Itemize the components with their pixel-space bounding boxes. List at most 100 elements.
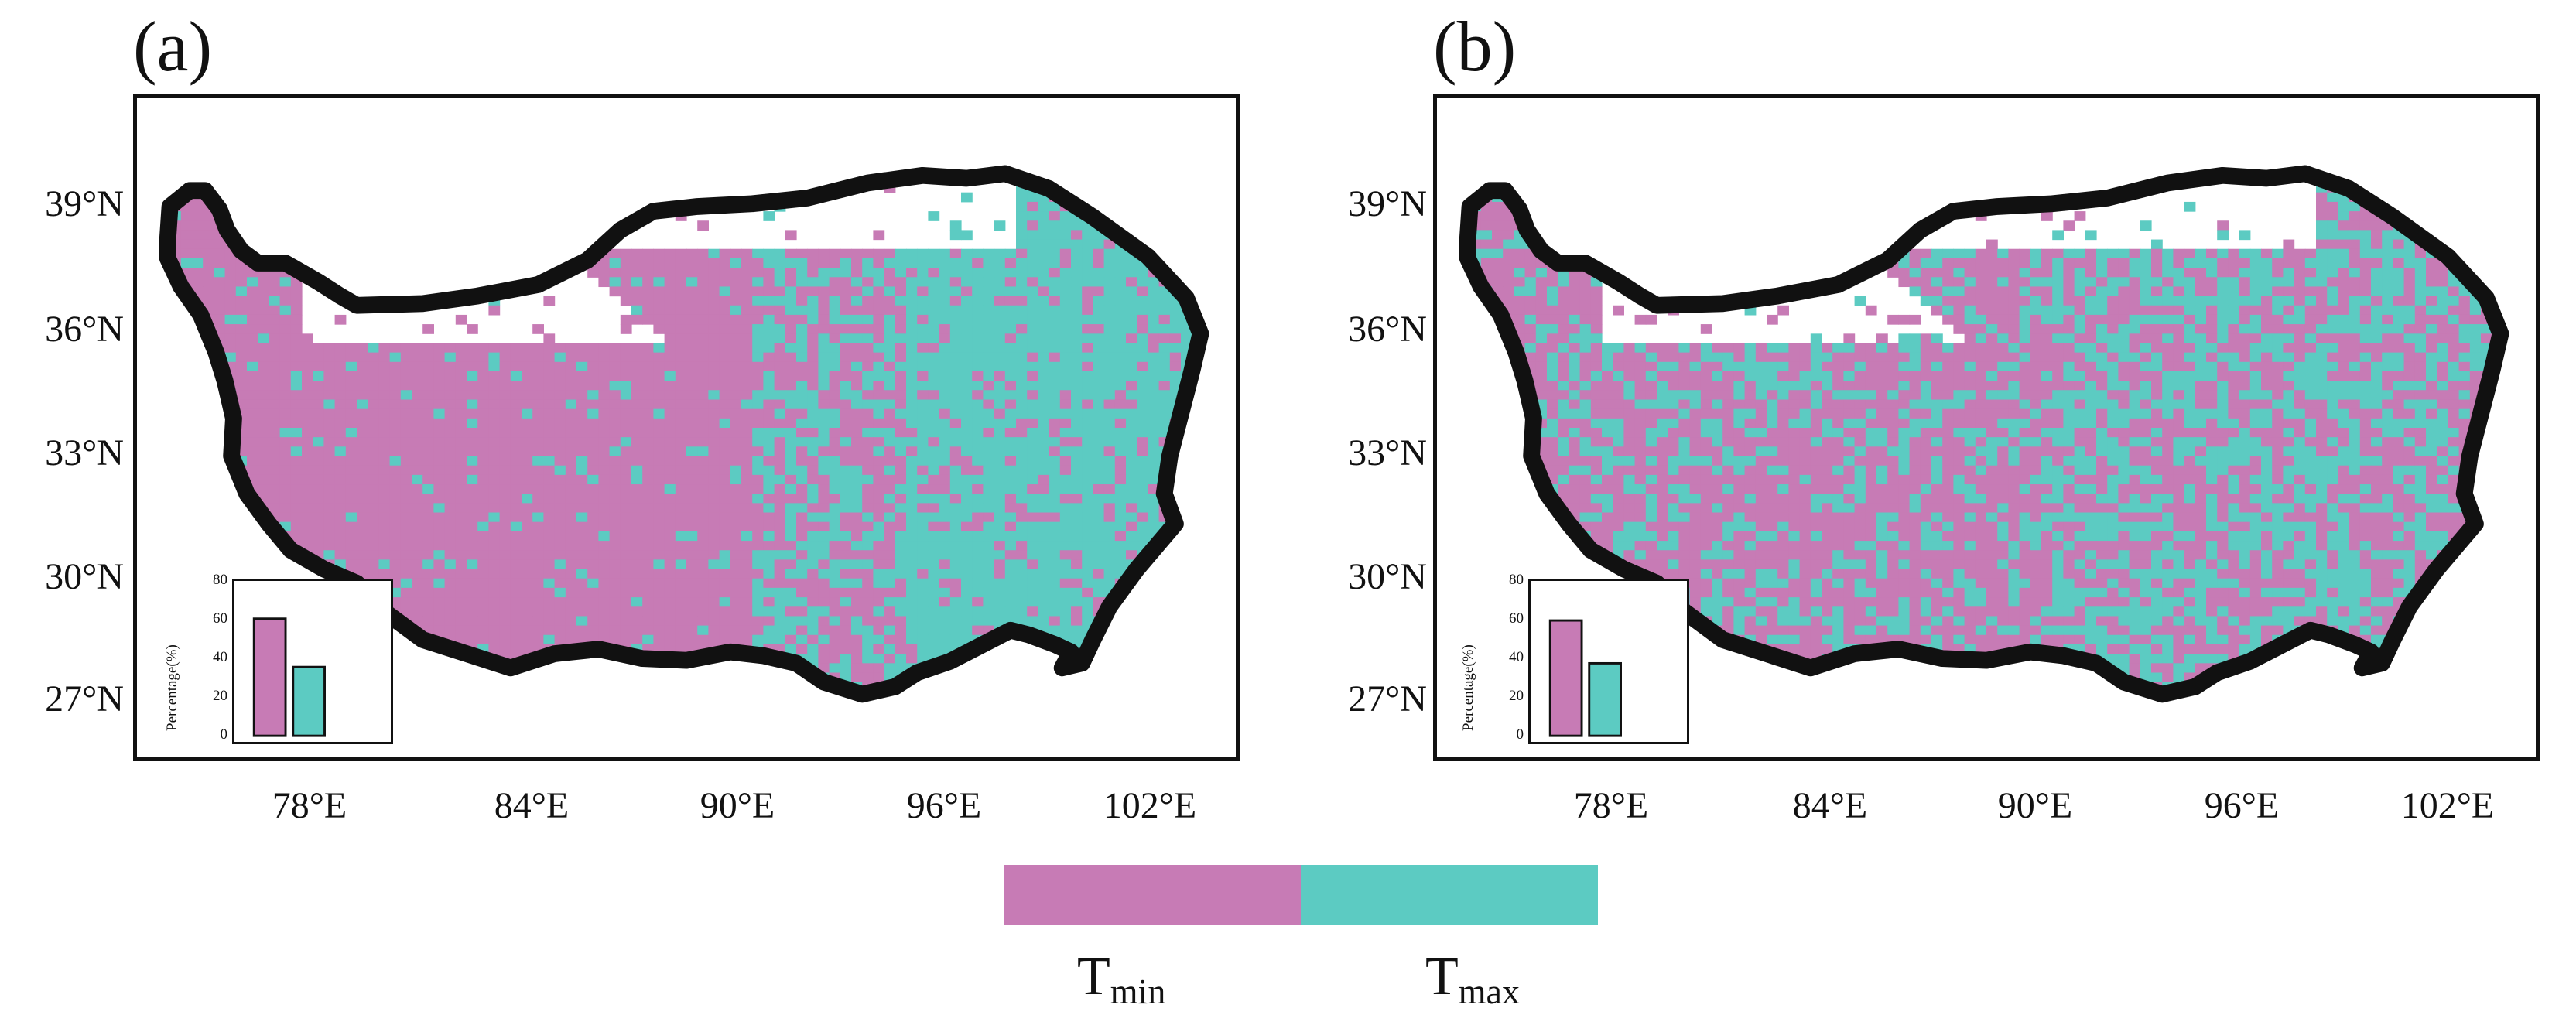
grid-cell [1788,437,1801,447]
grid-cell [412,559,423,570]
grid-cell [269,314,281,325]
grid-cell [840,371,852,381]
grid-cell [1514,277,1526,288]
grid-cell [2107,286,2119,297]
grid-cell [576,361,588,372]
grid-cell [1657,437,1668,447]
grid-cell [906,399,918,410]
grid-cell [2118,371,2130,381]
grid-cell [1920,258,1932,268]
grid-cell [477,541,489,551]
grid-cell [763,399,775,410]
grid-cell [884,465,896,476]
grid-cell [488,616,501,627]
grid-cell [818,314,830,325]
grid-cell [2249,248,2262,259]
grid-cell [708,446,720,457]
grid-cell [2162,277,2174,288]
grid-cell [598,390,611,401]
grid-cell [873,333,885,344]
grid-cell [1547,343,1558,354]
grid-cell [2096,390,2108,401]
grid-cell [2294,277,2306,288]
grid-cell [565,446,577,457]
grid-cell [1004,484,1017,494]
grid-cell [532,606,544,617]
grid-cell [2448,399,2460,410]
grid-cell [675,521,687,532]
grid-cell [774,559,786,570]
grid-cell [1579,314,1592,325]
grid-cell [1027,390,1038,401]
grid-cell [642,437,654,447]
grid-cell [1668,437,1679,447]
grid-cell [763,286,775,297]
grid-cell [697,268,709,278]
grid-cell [2228,371,2240,381]
grid-cell [2393,399,2405,410]
grid-cell [1004,428,1017,438]
grid-cell [785,531,797,542]
grid-cell [785,296,797,306]
grid-cell [258,343,269,354]
grid-cell [2151,305,2163,316]
grid-cell [1027,569,1038,579]
grid-cell [1953,314,1965,325]
grid-cell [1953,286,1965,297]
grid-cell [2261,248,2273,259]
grid-cell [368,437,379,447]
grid-cell [2195,371,2207,381]
grid-cell [488,428,501,438]
grid-cell [862,296,874,306]
grid-cell [279,446,292,457]
grid-cell [1103,456,1116,466]
grid-cell [851,333,863,344]
grid-cell [1480,248,1493,259]
grid-cell [2052,343,2064,354]
grid-cell [1657,428,1668,438]
grid-cell [1158,361,1171,372]
grid-cell [1093,305,1105,316]
grid-cell [949,277,962,288]
grid-cell [2030,399,2042,410]
grid-cell [2217,333,2229,344]
grid-cell [290,446,303,457]
grid-cell [2304,296,2317,306]
grid-cell [554,446,566,457]
grid-cell [884,352,896,363]
grid-cell [1645,437,1657,447]
grid-cell [1049,531,1061,542]
grid-cell [1103,314,1116,325]
grid-cell [785,503,797,514]
grid-cell [2304,418,2317,429]
grid-cell [949,634,962,645]
grid-cell [467,494,478,504]
grid-cell [2294,390,2306,401]
grid-cell [1755,399,1767,410]
grid-cell [1547,314,1558,325]
grid-cell [708,569,720,579]
grid-cell [444,381,457,391]
grid-cell [994,371,1006,381]
grid-cell [2458,324,2471,334]
grid-cell [1744,371,1757,381]
grid-cell [2162,248,2174,259]
grid-cell [2206,361,2218,372]
grid-cell [609,541,621,551]
grid-cell [1071,597,1083,607]
grid-cell [1071,352,1083,363]
grid-cell [467,465,478,476]
grid-cell [686,352,698,363]
grid-cell [2338,277,2350,288]
grid-cell [554,456,566,466]
grid-cell [576,550,588,560]
grid-cell [1547,408,1558,419]
grid-cell [1822,371,1833,381]
grid-cell [884,314,896,325]
grid-cell [2359,333,2372,344]
grid-cell [2030,248,2042,259]
grid-cell [851,286,863,297]
grid-cell [269,408,281,419]
grid-cell [1810,343,1822,354]
grid-cell [818,474,830,485]
